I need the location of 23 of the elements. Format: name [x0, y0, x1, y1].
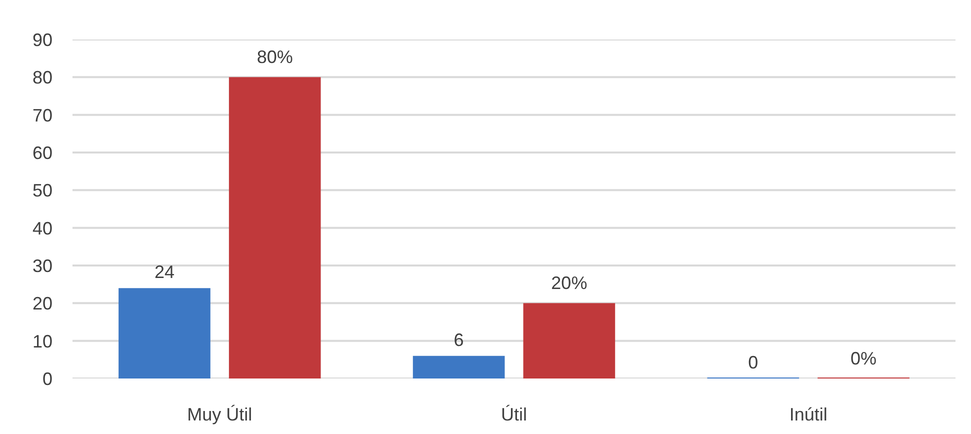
x-tick-label: Muy Útil: [187, 404, 252, 424]
bar: [228, 77, 321, 378]
data-label: 6: [454, 330, 464, 350]
y-tick-label: 80: [32, 68, 53, 88]
data-label: 24: [154, 262, 174, 282]
bar: [412, 356, 505, 378]
y-tick-label: 50: [32, 180, 53, 201]
x-tick-label: Útil: [501, 404, 527, 424]
y-tick-label: 20: [32, 294, 53, 314]
data-label: 80%: [256, 47, 293, 68]
bar: [523, 303, 616, 378]
data-label: 0%: [850, 348, 877, 368]
data-label: 20%: [551, 273, 588, 294]
y-tick-label: 90: [32, 30, 53, 50]
x-tick-label: Inútil: [789, 404, 828, 424]
y-tick-label: 30: [32, 256, 53, 276]
data-label: 0: [748, 352, 758, 372]
y-tick-label: 70: [32, 105, 53, 126]
bar: [118, 288, 210, 378]
y-tick-label: 0: [42, 369, 53, 389]
y-tick-label: 40: [32, 218, 53, 238]
y-tick-label: 10: [32, 331, 53, 352]
y-tick-label: 60: [32, 143, 53, 163]
